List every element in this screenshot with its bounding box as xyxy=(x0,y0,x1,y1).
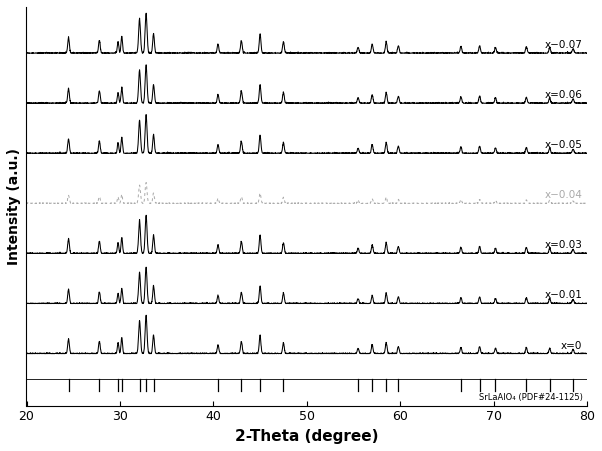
Text: x=0: x=0 xyxy=(561,341,582,350)
Text: x=0.06: x=0.06 xyxy=(545,90,582,100)
Y-axis label: Intensity (a.u.): Intensity (a.u.) xyxy=(7,148,21,265)
Text: x−0.07: x−0.07 xyxy=(545,40,582,50)
Text: x−0.04: x−0.04 xyxy=(545,190,582,200)
Text: x−0.05: x−0.05 xyxy=(545,140,582,150)
X-axis label: 2-Theta (degree): 2-Theta (degree) xyxy=(235,429,379,444)
Text: SrLaAlO₄ (PDF#24-1125): SrLaAlO₄ (PDF#24-1125) xyxy=(479,393,582,402)
Text: x−0.01: x−0.01 xyxy=(545,290,582,300)
Text: x=0.03: x=0.03 xyxy=(545,240,582,250)
